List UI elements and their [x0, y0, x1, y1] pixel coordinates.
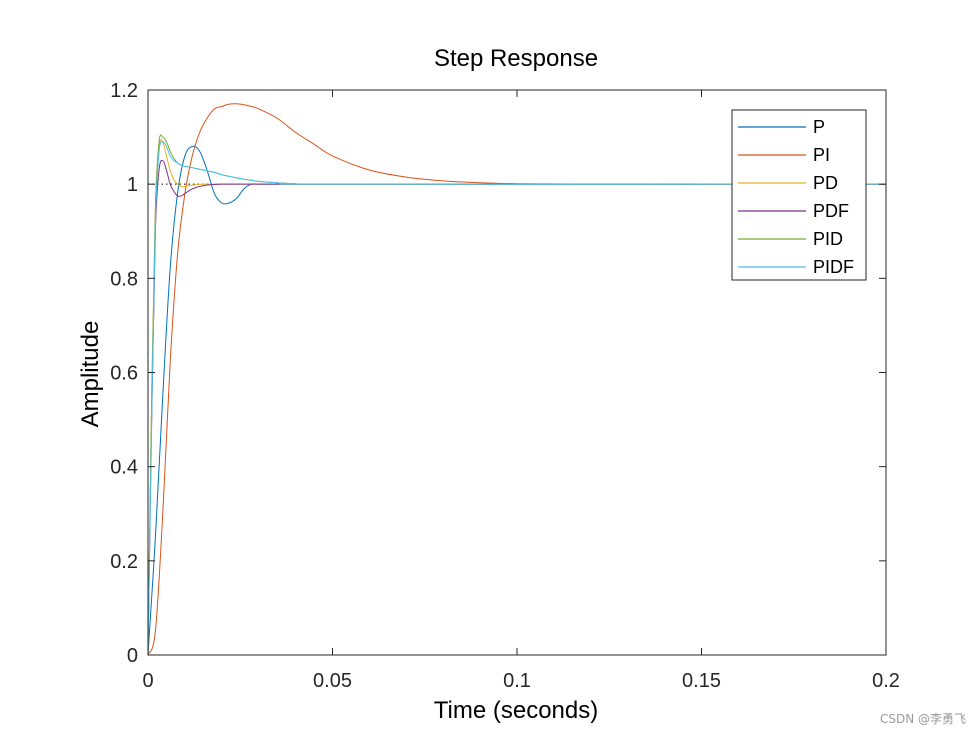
- x-tick-label: 0: [142, 670, 153, 692]
- legend-label-pdf: PDF: [813, 201, 849, 221]
- tick-layer: 0 0.05 0.1 0.15 0.2 0 0.2 0.4 0.6 0.8 1 1.2: [110, 80, 900, 692]
- series-layer: [147, 103, 887, 656]
- y-tick-label: 0.2: [110, 551, 138, 573]
- legend-label-pidf: PIDF: [813, 257, 854, 277]
- legend-label-pi: PI: [813, 145, 830, 165]
- y-tick-label: 0.6: [110, 363, 138, 385]
- legend-box: [731, 109, 867, 281]
- legend: P PI PD PDF PID PIDF: [731, 109, 867, 281]
- watermark: CSDN @李勇飞: [879, 712, 966, 726]
- y-tick-label: 1.2: [110, 80, 138, 102]
- y-tick-label: 0.4: [110, 457, 138, 479]
- series-line-pi: [147, 103, 886, 656]
- legend-label-pid: PID: [813, 229, 843, 249]
- legend-label-p: P: [813, 117, 825, 137]
- x-axis-label: Time (seconds): [434, 697, 598, 724]
- y-axis-label: Amplitude: [77, 321, 104, 428]
- x-tick-label: 0.15: [682, 670, 721, 692]
- x-tick-label: 0.05: [313, 670, 352, 692]
- legend-items: P PI PD PDF PID PIDF: [738, 117, 854, 277]
- legend-label-pd: PD: [813, 173, 838, 193]
- x-tick-label: 0.1: [503, 670, 531, 692]
- series-line-pidf: [147, 141, 887, 656]
- chart-title: Step Response: [434, 45, 598, 72]
- x-tick-label: 0.2: [872, 670, 900, 692]
- y-tick-label: 0: [127, 645, 138, 667]
- y-tick-label: 0.8: [110, 268, 138, 290]
- y-tick-label: 1: [127, 174, 138, 196]
